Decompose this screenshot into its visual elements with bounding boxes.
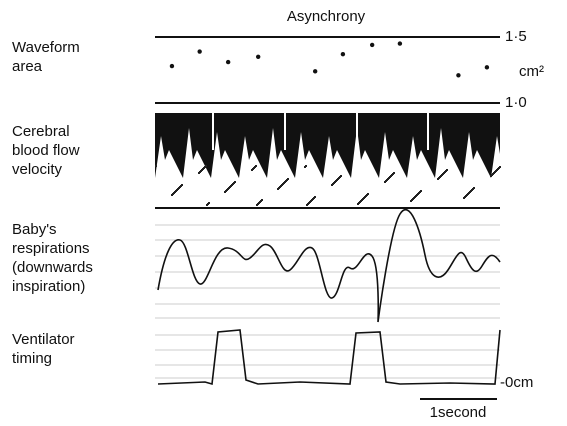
cbfv-speckle [304,166,306,168]
respiration-panel [155,225,500,378]
cbfv-speckle [384,181,386,183]
chart: Asynchrony cm² -0cm 1second 1·5 1·0 [0,0,567,426]
point [170,64,174,68]
point [370,43,374,47]
point [398,41,402,45]
cbfv-trace [155,113,519,208]
point [256,55,260,59]
scale-label: 1second [430,404,487,421]
cbfv-speckle [206,204,208,206]
y-axis-label: cm² [519,63,544,80]
cbfv-speckle [357,203,359,205]
point [341,52,345,56]
cbfv-speckle [463,197,465,199]
cbfv-speckle [437,178,439,180]
point [456,73,460,77]
cbfv-speckle [277,188,279,190]
respiration-trace [158,210,500,322]
cbfv-speckle [256,204,258,206]
cbfv-speckle [198,172,200,174]
point [313,69,317,73]
cbfv-speckle [155,165,157,167]
ventilator-trace [158,330,500,384]
cbfv-speckle [171,194,173,196]
point [197,49,201,53]
chart-title: Asynchrony [287,8,366,25]
y-tick-label: 1·5 [505,28,527,45]
cbfv-speckle [410,200,412,202]
point [226,60,230,64]
cbfv-speckle [251,169,253,171]
cbfv-speckle [331,184,333,186]
baseline-label: -0cm [500,374,533,391]
cbfv-speckle [490,175,492,177]
point [485,65,489,69]
figure: Waveform area Cerebral blood flow veloci… [0,0,567,426]
cbfv-speckle [224,191,226,193]
y-tick-label: 1·0 [505,94,527,111]
cbfv-speckle [306,204,308,206]
